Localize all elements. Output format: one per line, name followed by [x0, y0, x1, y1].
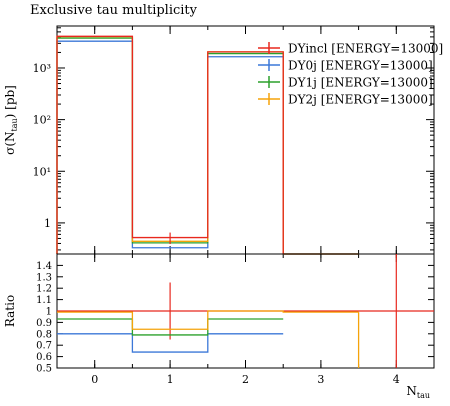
ratio-tick-label: 1.2	[36, 284, 52, 295]
ratio-line-3	[57, 311, 359, 329]
x-tick-label: 4	[393, 373, 400, 386]
legend-label: DY0j [ENERGY=13000]	[288, 59, 433, 73]
axis-labels: σ(Ntau) [pb] Ratio Ntau	[3, 85, 430, 400]
legend: DYincl [ENERGY=13000] DY0j [ENERGY=13000]…	[258, 42, 443, 107]
x-tick-label: 0	[91, 373, 98, 386]
ratio-tick-label: 0.9	[36, 318, 52, 329]
ratio-plot-panel: 0 1 2 3 40.50.60.70.80.911.11.21.31.4	[36, 254, 434, 386]
y-tick-label: 1	[44, 217, 51, 230]
x-tick-label: 1	[167, 373, 174, 386]
y-axis-label: σ(Ntau) [pb]	[3, 85, 19, 155]
y-tick-label: 10¹	[33, 165, 51, 178]
y-tick-label: 10²	[33, 114, 51, 127]
ratio-tick-label: 1.4	[36, 261, 52, 272]
y-tick-label: 10³	[33, 62, 51, 75]
ratio-tick-label: 1	[46, 307, 52, 318]
x-tick-label: 2	[242, 373, 249, 386]
ratio-tick-label: 0.8	[36, 329, 52, 340]
legend-label: DY2j [ENERGY=13000]	[288, 93, 433, 107]
legend-label: DYincl [ENERGY=13000]	[288, 42, 443, 56]
ratio-tick-label: 0.7	[36, 341, 52, 352]
x-tick-label: 3	[317, 373, 324, 386]
ratio-tick-label: 1.1	[36, 295, 52, 306]
ratio-tick-label: 0.6	[36, 352, 52, 363]
ratio-tick-label: 0.5	[36, 364, 52, 375]
legend-label: DY1j [ENERGY=13000]	[288, 76, 433, 90]
ratio-tick-label: 1.3	[36, 272, 52, 283]
x-axis-label: Ntau	[406, 384, 430, 400]
ratio-axis-label: Ratio	[3, 295, 17, 327]
